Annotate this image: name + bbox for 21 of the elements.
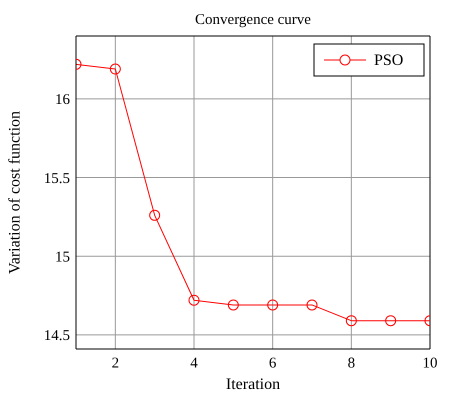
point <box>149 210 160 221</box>
x-tick-label: 10 <box>422 356 438 372</box>
x-tick-label: 4 <box>190 356 198 372</box>
x-tick-label: 8 <box>348 356 356 372</box>
chart-title: Convergence curve <box>195 12 312 28</box>
point <box>188 294 200 306</box>
point <box>306 299 318 310</box>
point <box>267 299 278 310</box>
y-tick-label: 16 <box>55 92 70 108</box>
y-tick-label: 14.5 <box>44 328 70 344</box>
point <box>385 315 396 326</box>
y-tick-label: 15 <box>55 250 70 266</box>
y-axis-title: Variation of cost function <box>6 110 24 274</box>
x-axis-title: Iteration <box>226 376 280 393</box>
point <box>346 315 357 326</box>
legend-label: PSO <box>374 52 404 69</box>
x-tick-label: 6 <box>268 356 277 372</box>
x-tick-label: 2 <box>112 356 120 372</box>
point <box>228 299 239 310</box>
y-tick-label: 15.5 <box>44 170 70 187</box>
point <box>110 64 121 75</box>
